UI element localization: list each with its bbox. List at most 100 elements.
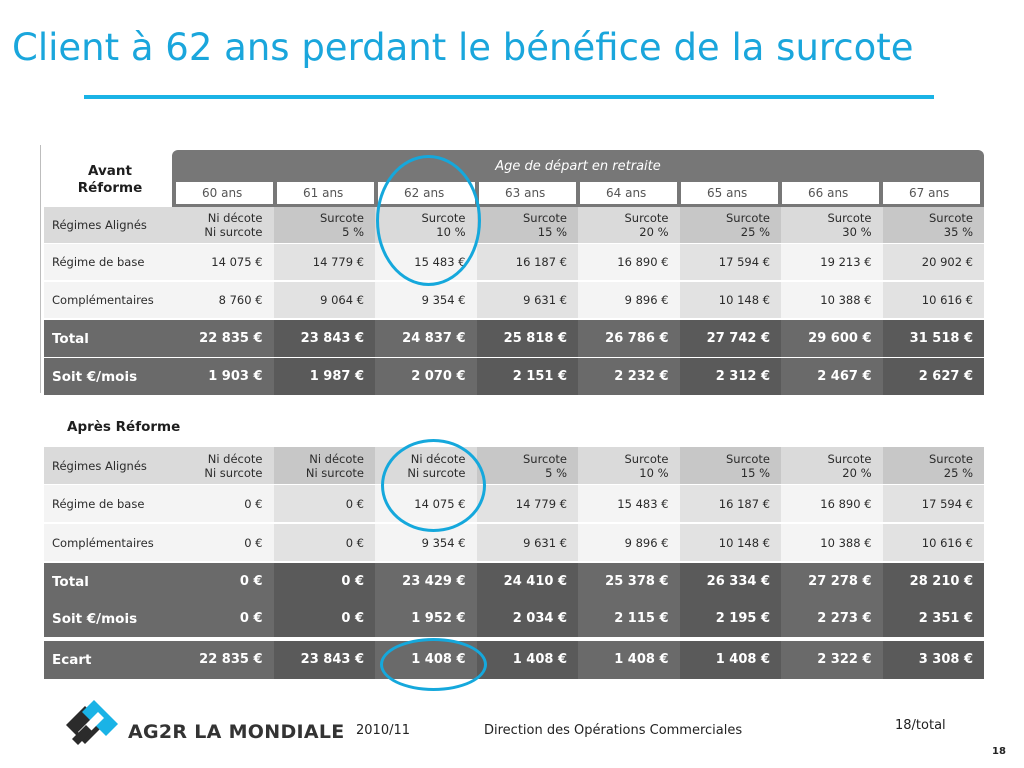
table-cell: 1 952 € [411, 610, 466, 626]
cell-line-1: Surcote [928, 451, 973, 466]
table-cell: 28 210 € [882, 563, 984, 600]
row-label: Complémentaires [52, 293, 154, 307]
page-number: 18 [992, 746, 1006, 757]
table-row: Soit €/mois 0 € 0 € 1 952 € 2 034 € 2 115 € 2 … [44, 600, 984, 637]
table-cell: 10 616 € [882, 282, 984, 318]
table-cell: 1 408 € [679, 641, 781, 679]
cell-line-2: 30 % [842, 225, 872, 239]
table-cell: 9 354 € [421, 535, 466, 550]
row-label: Régimes Alignés [52, 218, 147, 232]
table-cell: 9 896 € [624, 293, 669, 307]
table-cell: 1 987 € [273, 358, 375, 395]
cell-line-2: Ni surcote [204, 465, 263, 480]
table-cell: 15 483 € [617, 496, 669, 511]
cell-line-1: Ni décote [207, 451, 263, 466]
table-row: Total 22 835 € 23 843 € 24 837 € 25 818 € 26 … [44, 320, 984, 357]
table-cell: 0 € [273, 485, 375, 522]
table-cell: Surcote 20 % [578, 207, 680, 243]
table-cell: Surcote 15 % [679, 447, 781, 484]
table-cell: Surcote 5 % [273, 207, 375, 243]
table-row: Régimes Alignés Ni décote Ni surcote Surcot… [44, 207, 984, 243]
cell-line-2: Ni surcote [305, 465, 364, 480]
footer-department: Direction des Opérations Commerciales [484, 723, 743, 738]
cell-line-2: 5 % [545, 465, 567, 480]
table-cell: 10 616 € [882, 524, 984, 561]
slide-title: Client à 62 ans perdant le bénéfice de l… [12, 26, 914, 69]
age-header-title: Age de départ en retraite [495, 159, 661, 174]
cell-line-1: Surcote [827, 451, 872, 466]
table-cell: 10 148 € [679, 524, 781, 561]
cell-line-2: 15 % [537, 225, 567, 239]
title-underline [84, 95, 934, 99]
table-cell: 17 594 € [679, 244, 781, 280]
table-cell: 1 408 € [614, 652, 669, 667]
table-cell: 0 € [239, 610, 263, 626]
cell-line-1: Surcote [725, 451, 770, 466]
cell-line-2: 10 % [639, 465, 669, 480]
cell-line-1: Surcote [725, 211, 770, 225]
cell-line-2: 25 % [740, 225, 770, 239]
cell-line-2: 5 % [342, 225, 364, 239]
brand-name: AG2R LA MONDIALE [128, 721, 345, 743]
row-label: Régimes Alignés [52, 458, 147, 473]
table-cell: 27 742 € [679, 320, 781, 357]
footer-date: 2010/11 [356, 723, 411, 738]
table-cell: 8 760 € [218, 293, 263, 307]
cell-line-2: 20 % [842, 465, 872, 480]
cell-line-2: 25 % [943, 465, 973, 480]
table-cell: 10 388 € [820, 293, 872, 307]
table-apres-reforme: Régimes Alignés Ni décote Ni surcote Ni déc… [44, 447, 984, 637]
table-cell: 22 835 € [199, 330, 263, 346]
row-label: Soit €/mois [52, 368, 138, 385]
table-cell: Surcote 15 % [476, 207, 578, 243]
age-header-cell: 67 ans [883, 182, 980, 204]
cell-line-1: Surcote [928, 211, 973, 225]
cell-line-1: Surcote [522, 451, 567, 466]
table-cell: 1 408 € [476, 641, 578, 679]
table-cell: 1 903 € [208, 368, 263, 384]
table-cell: 25 818 € [476, 320, 578, 357]
table-cell: Ni décote Ni surcote [172, 207, 274, 243]
table-cell: 0 € [273, 600, 375, 637]
table-cell: 2 232 € [614, 368, 669, 384]
table-cell: 31 518 € [882, 320, 984, 357]
table-cell: 14 779 € [476, 485, 578, 522]
table-cell: 24 837 € [402, 330, 466, 346]
table-cell: 2 115 € [614, 610, 669, 626]
table-row: Régime de base 0 €0 €14 075 €14 779 €15 4… [44, 485, 984, 522]
table-cell: Surcote 25 % [882, 447, 984, 484]
cell-line-2: 15 % [740, 465, 770, 480]
cell-line-1: Ni décote [207, 211, 263, 225]
table-cell: 19 213 € [820, 255, 872, 269]
row-label: Régime de base [52, 496, 145, 511]
age-header-cell: 64 ans [580, 182, 677, 204]
table-cell: 16 187 € [679, 485, 781, 522]
table-row: Ecart 22 835 € 23 843 € 1 408 € 1 408 € 1 408… [44, 641, 984, 679]
table-cell: 23 843 € [273, 320, 375, 357]
table-cell: 23 843 € [273, 641, 375, 679]
table-cell: Surcote 10 % [578, 447, 680, 484]
table-cell: 29 600 € [808, 330, 872, 346]
row-label: Total [52, 330, 89, 347]
cell-line-1: Surcote [624, 451, 669, 466]
table-cell: 2 195 € [679, 600, 781, 637]
table-cell: 27 278 € [808, 573, 872, 589]
apres-reforme-heading: Après Réforme [67, 419, 181, 435]
highlight-ellipse-avant [376, 155, 481, 286]
table-cell: 20 902 € [882, 244, 984, 280]
age-header-cell: 65 ans [681, 182, 778, 204]
table-cell: 3 308 € [882, 641, 984, 679]
table-cell: Ni décote Ni surcote [273, 447, 375, 484]
table-cell: 26 786 € [605, 330, 669, 346]
table-cell: 2 312 € [679, 358, 781, 395]
cell-line-2: Ni surcote [204, 225, 263, 239]
table-cell: Surcote 20 % [781, 447, 883, 484]
table-cell: 23 429 € [402, 573, 466, 589]
footer-page-ref: 18/total [895, 718, 946, 733]
table-cell: 22 835 € [199, 652, 263, 667]
table-cell: 16 187 € [476, 244, 578, 280]
table-cell: 9 631 € [476, 282, 578, 318]
cell-line-2: 20 % [639, 225, 669, 239]
table-row: Total 0 € 0 € 23 429 € 24 410 € 25 378 € 26 33… [44, 563, 984, 600]
row-label: Soit €/mois [52, 610, 138, 627]
